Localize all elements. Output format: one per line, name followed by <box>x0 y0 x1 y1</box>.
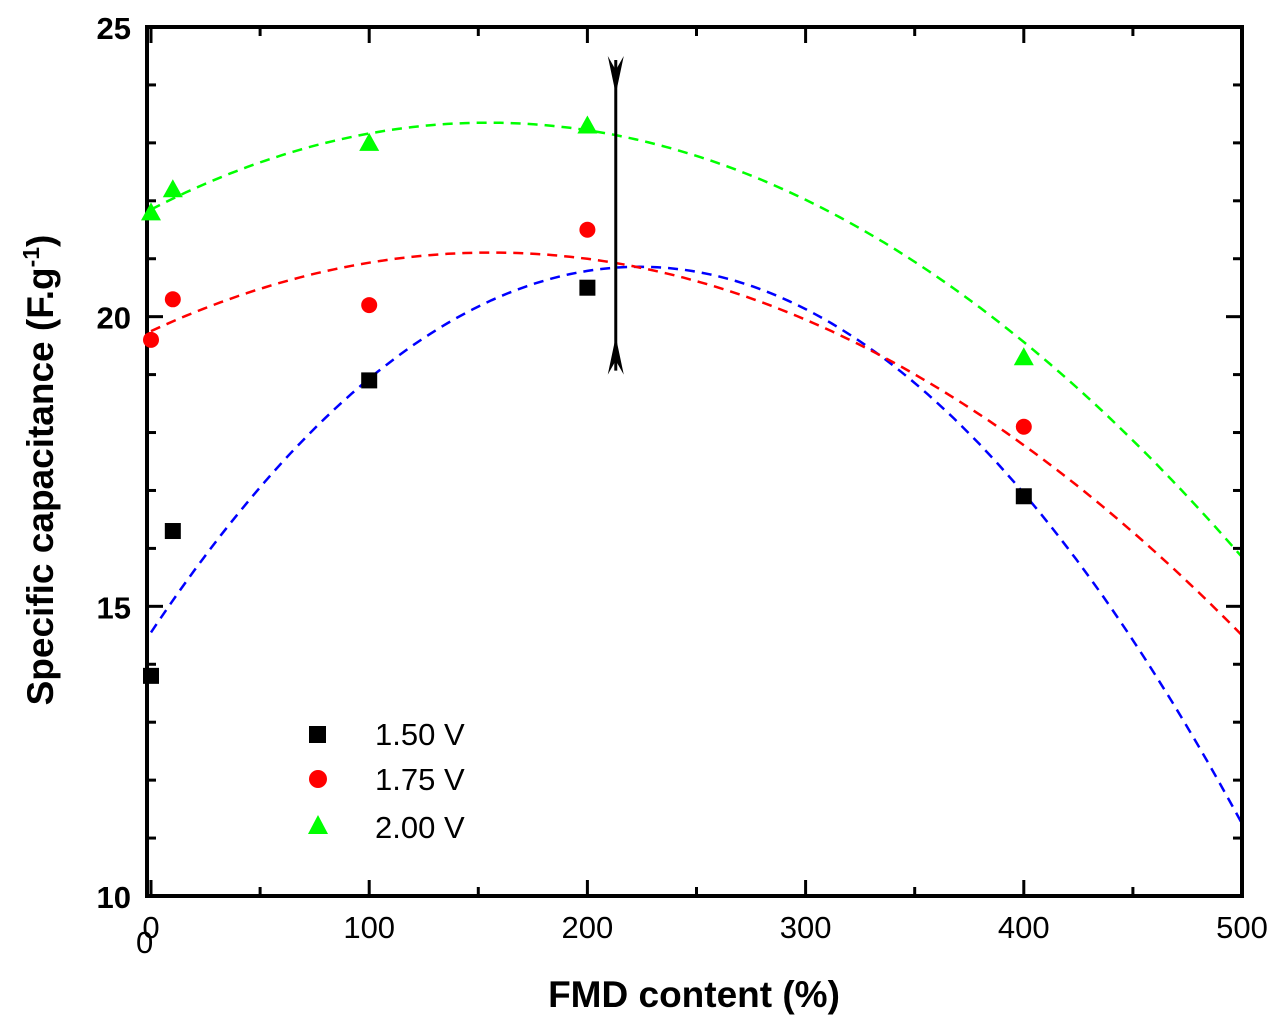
data-point-1-50-v <box>1015 488 1032 505</box>
data-point-1-50-v <box>143 667 159 684</box>
y-axis-title-superscript: -1 <box>18 247 44 268</box>
x-tick-label: 500 <box>1216 910 1268 945</box>
data-point-2-00-v <box>1013 347 1034 366</box>
data-point-1-75-v <box>164 291 181 308</box>
data-point-1-50-v <box>164 523 181 540</box>
legend-marker-1-75v <box>309 770 327 788</box>
data-point-2-00-v <box>141 202 161 221</box>
y-tick-label: 25 <box>97 11 131 46</box>
data-point-2-00-v <box>359 132 380 151</box>
fit-curves <box>149 121 1244 825</box>
x-tick-label: 100 <box>343 910 395 945</box>
x-tick-labels: 0 100 200 300 400 500 <box>142 910 1267 945</box>
plot-frame <box>145 25 1244 898</box>
y-tick-label: 10 <box>97 880 131 915</box>
legend-label-1-75v: 1.75 V <box>375 762 465 797</box>
data-point-2-00-v <box>577 115 598 134</box>
y-axis-title: Specific capacitance (F.g-1) <box>18 235 61 706</box>
annotation-arrow <box>607 55 624 375</box>
axis-ticks <box>147 25 1244 898</box>
legend-marker-1-50v <box>309 726 326 743</box>
legend-label-2-00v: 2.00 V <box>375 810 465 845</box>
data-point-1-75-v <box>579 221 596 238</box>
x-tick-label: 200 <box>562 910 614 945</box>
x-axis-title: FMD content (%) <box>548 974 840 1015</box>
legend-marker-2-00v <box>308 815 328 834</box>
y-axis-title-main: Specific capacitance (F.g <box>20 267 61 705</box>
data-point-1-75-v <box>143 331 159 348</box>
legend: 1.50 V 1.75 V 2.00 V <box>308 717 465 845</box>
fit-curve-2-00-v <box>150 121 1243 558</box>
y-axis-title-close: ) <box>20 235 61 247</box>
data-point-1-50-v <box>579 279 596 296</box>
data-point-2-00-v <box>162 179 183 198</box>
y-tick-labels: 10 15 20 25 <box>97 11 131 915</box>
annotation-arrowhead-bottom <box>607 336 624 375</box>
x-tick-label: 0 <box>142 910 159 945</box>
data-point-1-75-v <box>1015 418 1032 435</box>
x-tick-label: 300 <box>780 910 832 945</box>
annotation-arrowhead-top <box>607 55 624 94</box>
fit-curve-1-75-v <box>150 251 1243 637</box>
x-origin-label: 0 <box>136 925 153 960</box>
data-point-1-75-v <box>361 297 378 314</box>
y-tick-label: 15 <box>97 590 131 625</box>
x-tick-label: 400 <box>998 910 1050 945</box>
data-markers <box>141 115 1034 684</box>
data-point-1-50-v <box>361 372 378 389</box>
legend-label-1-50v: 1.50 V <box>375 717 465 752</box>
y-tick-label: 20 <box>97 301 131 336</box>
